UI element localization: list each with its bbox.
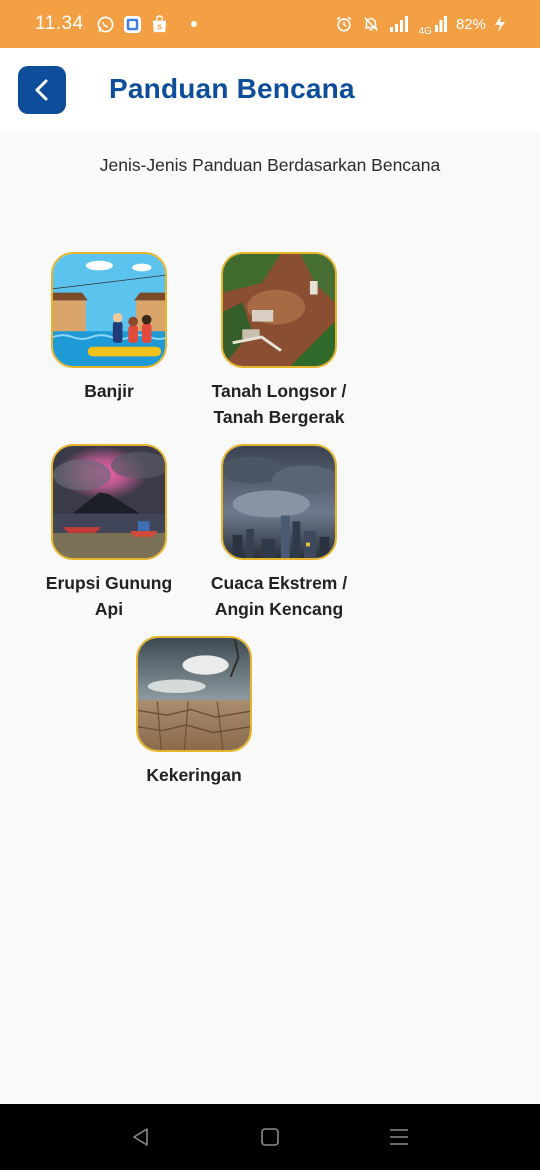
disaster-item-tanah-longsor[interactable]: Tanah Longsor / Tanah Bergerak xyxy=(194,252,364,430)
chevron-left-icon xyxy=(35,79,48,101)
nav-menu-icon[interactable] xyxy=(388,1126,410,1148)
erupsi-gunung-api-image xyxy=(51,444,167,560)
network-type: 4G xyxy=(418,25,432,37)
disaster-label: Erupsi Gunung Api xyxy=(45,573,173,619)
nav-home-icon[interactable] xyxy=(259,1126,281,1148)
nav-back-icon[interactable] xyxy=(130,1126,152,1148)
disaster-label: Kekeringan xyxy=(146,765,242,785)
disaster-label: Tanah Longsor / Tanah Bergerak xyxy=(211,381,347,427)
tanah-longsor-image xyxy=(221,252,337,368)
disaster-item-cuaca-ekstrem[interactable]: Cuaca Ekstrem / Angin Kencang xyxy=(194,444,364,622)
back-button[interactable] xyxy=(18,66,66,114)
svg-text:S: S xyxy=(157,22,162,31)
battery-percent: 82% xyxy=(455,15,486,33)
mobile-signal-icon xyxy=(434,15,448,34)
status-bar: 11.34 S 4G 82% xyxy=(0,0,540,48)
disaster-item-kekeringan[interactable]: Kekeringan xyxy=(109,636,279,788)
disaster-label: Cuaca Ekstrem / Angin Kencang xyxy=(210,573,348,619)
kekeringan-image xyxy=(136,636,252,752)
status-time: 11.34 xyxy=(35,13,84,34)
app-header: Panduan Bencana xyxy=(0,48,540,132)
more-notifications-icon xyxy=(190,21,197,27)
page-title: Panduan Bencana xyxy=(109,73,355,104)
signal-icon xyxy=(389,15,411,34)
shopping-bag-icon: S xyxy=(150,14,169,34)
mute-bell-icon xyxy=(362,15,381,34)
page-subtitle: Jenis-Jenis Panduan Berdasarkan Bencana xyxy=(99,155,441,175)
alarm-icon xyxy=(335,15,354,34)
charging-icon xyxy=(494,15,506,34)
app-notification-icon xyxy=(123,15,142,34)
disaster-item-banjir[interactable]: Banjir xyxy=(24,252,194,404)
disaster-item-erupsi-gunung-api[interactable]: Erupsi Gunung Api xyxy=(24,444,194,622)
cuaca-ekstrem-image xyxy=(221,444,337,560)
disaster-label: Banjir xyxy=(84,381,134,401)
system-navigation-bar xyxy=(0,1104,540,1170)
banjir-image xyxy=(51,252,167,368)
whatsapp-icon xyxy=(96,15,115,34)
